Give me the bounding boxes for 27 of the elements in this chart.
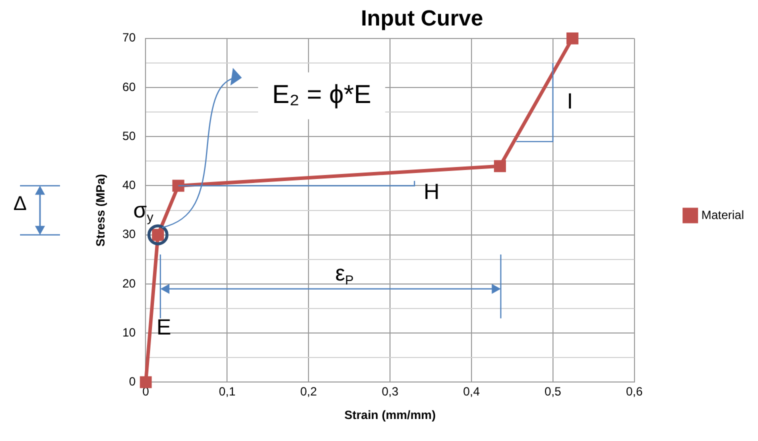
y-tick-label: 0	[129, 374, 136, 389]
annotation: I	[566, 88, 574, 114]
y-tick-label: 30	[122, 227, 136, 242]
y-tick-label: 50	[122, 128, 136, 143]
x-tick-label: 0,6	[626, 384, 643, 399]
y-axis-title: Stress (MPa)	[94, 174, 108, 247]
y-tick-label: 70	[122, 30, 136, 45]
point	[172, 180, 184, 192]
point	[140, 376, 152, 388]
annotation: H	[424, 179, 440, 204]
y-tick-label: 20	[122, 276, 136, 290]
x-tick-label: 0,4	[463, 384, 480, 399]
text: Δ	[13, 192, 27, 215]
y-tick-label: 60	[122, 80, 136, 94]
y-tick-label: 40	[122, 178, 136, 192]
x-tick-label: 0,5	[544, 384, 562, 399]
chart-title: Input Curve	[360, 5, 484, 30]
point	[566, 32, 578, 44]
annotation: E	[156, 314, 172, 340]
y-tick-label: 10	[122, 325, 136, 340]
x-axis-title: Strain (mm/mm)	[344, 408, 436, 422]
x-tick-label: 0,3	[382, 384, 399, 399]
point	[494, 160, 506, 172]
legend-label: Material	[701, 208, 744, 222]
annotation: E₂ = ϕ*E	[272, 78, 372, 109]
x-tick-label: 0,1	[218, 384, 236, 399]
x-tick-label: 0,2	[300, 384, 318, 399]
